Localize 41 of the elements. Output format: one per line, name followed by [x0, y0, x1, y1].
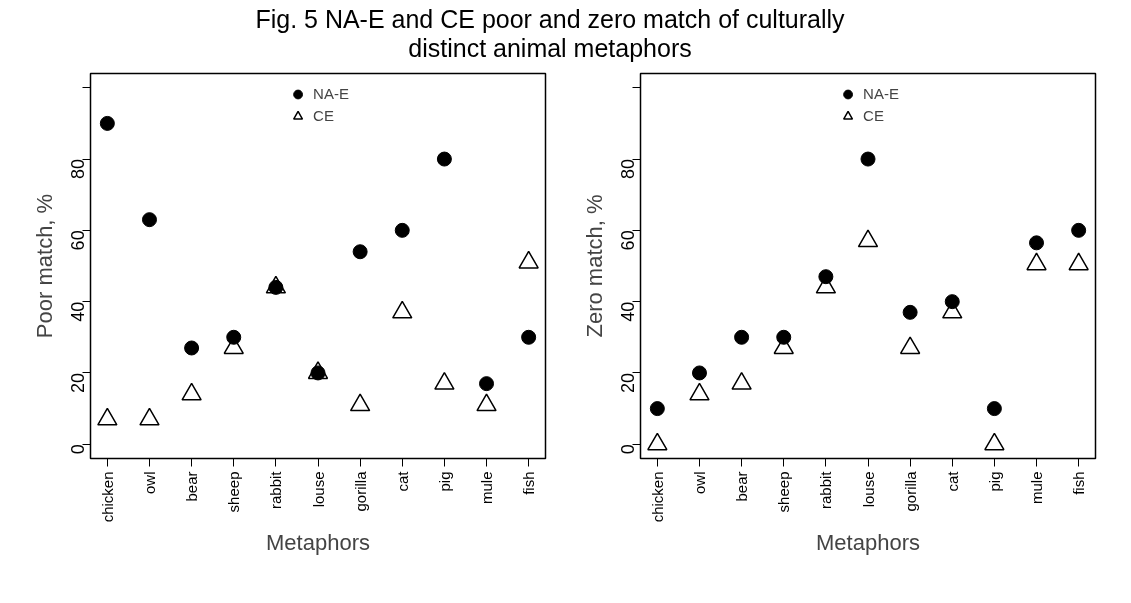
x-tick-label: rabbit	[817, 470, 835, 509]
legend-label: CE	[863, 106, 884, 126]
y-tick-label: 60	[618, 229, 638, 250]
y-tick-label: 0	[618, 443, 638, 454]
y-tick-label: 60	[68, 229, 88, 250]
x-tick-label: bear	[183, 470, 201, 502]
x-tick-label: louse	[859, 471, 877, 507]
x-tick-label: cat	[943, 470, 961, 492]
x-tick-label: gorilla	[901, 470, 919, 512]
x-tick-label: fish	[1070, 471, 1088, 495]
x-tick-label: owl	[140, 470, 158, 494]
x-axis-title: Metaphors	[816, 529, 920, 555]
x-tick-label: pig	[985, 470, 1003, 492]
y-tick-label: 80	[68, 158, 88, 179]
y-axis-title: Poor match, %	[31, 193, 57, 338]
x-tick-label: chicken	[98, 471, 116, 522]
x-tick-label: pig	[435, 470, 453, 492]
x-tick-label: gorilla	[351, 470, 369, 512]
y-tick-label: 80	[618, 158, 638, 179]
legend-label: CE	[313, 106, 334, 126]
x-tick-label: rabbit	[267, 470, 285, 509]
legend-label: NA-E	[863, 84, 899, 104]
y-tick-label: 20	[618, 372, 638, 393]
x-tick-label: sheep	[775, 470, 793, 512]
x-tick-label: bear	[733, 470, 751, 502]
x-tick-label: sheep	[225, 470, 243, 512]
y-axis-title: Zero match, %	[581, 193, 607, 338]
y-tick-label: 40	[618, 301, 638, 322]
y-tick-label: 20	[68, 372, 88, 393]
x-tick-label: mule	[478, 471, 496, 504]
x-tick-label: cat	[393, 470, 411, 492]
x-tick-label: chicken	[648, 471, 666, 522]
x-tick-label: mule	[1028, 471, 1046, 504]
x-tick-label: owl	[690, 470, 708, 494]
x-tick-label: fish	[520, 471, 538, 495]
y-tick-label: 40	[68, 301, 88, 322]
legend-label: NA-E	[313, 84, 349, 104]
x-axis-title: Metaphors	[266, 529, 370, 555]
y-tick-label: 0	[68, 443, 88, 454]
chart-title: Fig. 5 NA-E and CE poor and zero match of culturally distinct animal metaphors	[254, 5, 846, 63]
x-tick-label: louse	[309, 471, 327, 507]
